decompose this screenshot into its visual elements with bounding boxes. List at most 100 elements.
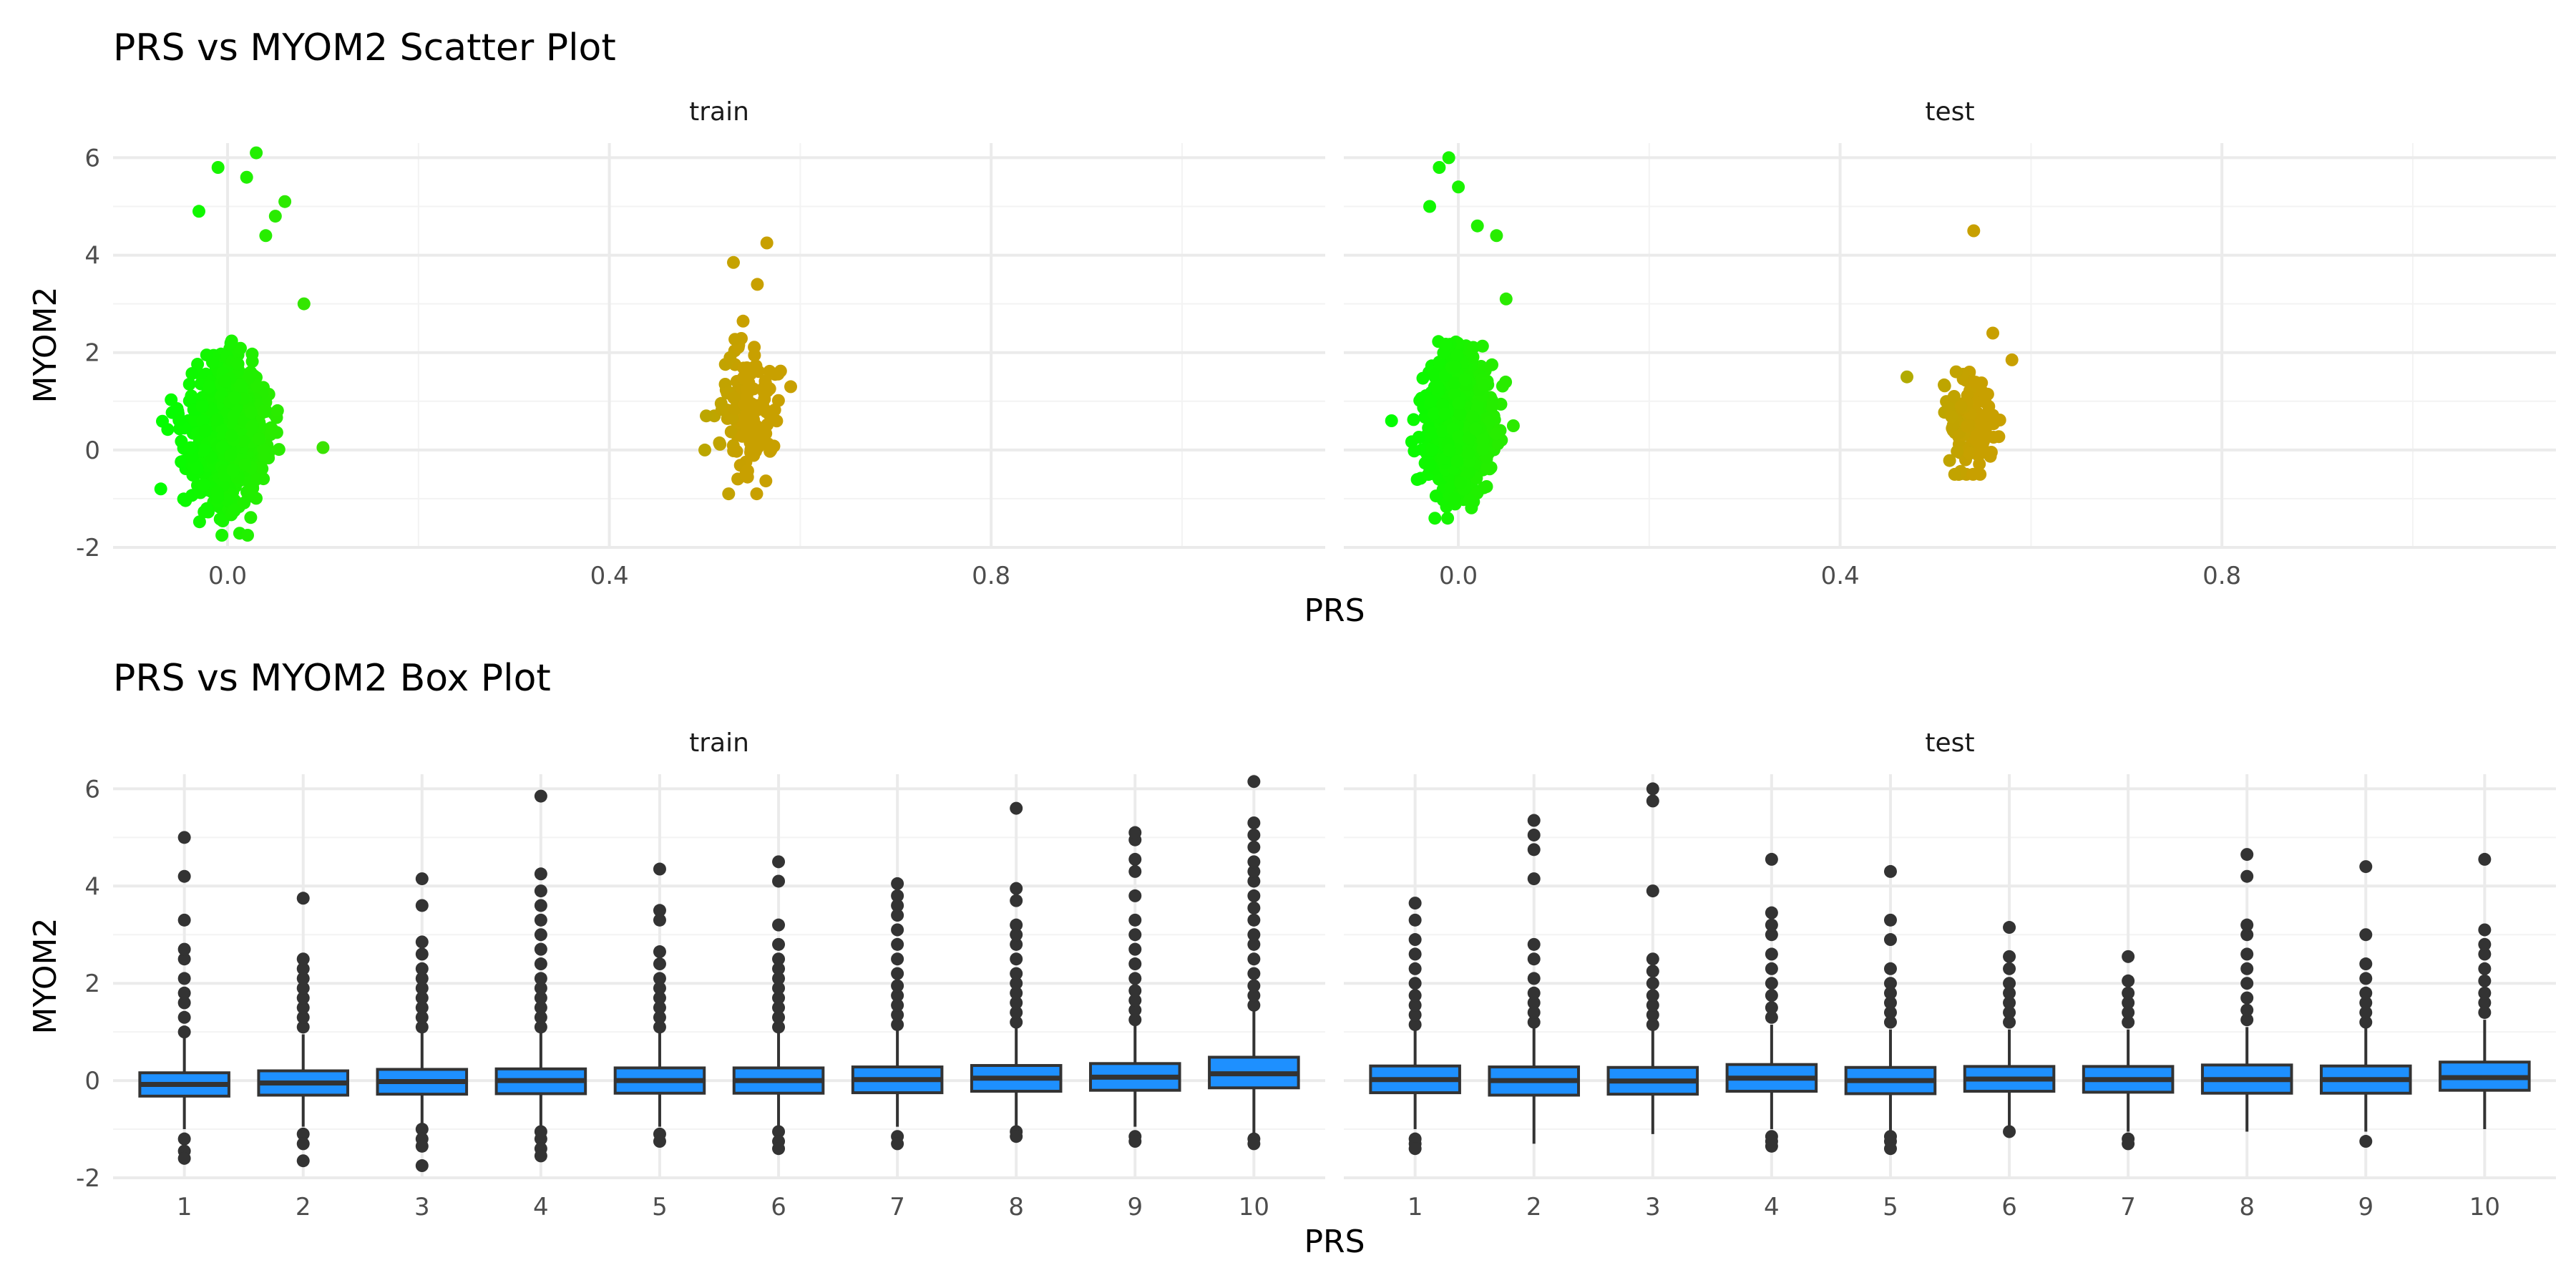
outlier-point <box>772 952 786 966</box>
scatter-point <box>215 529 229 542</box>
scatter-point <box>727 391 741 404</box>
outlier-point <box>772 962 786 975</box>
scatter-point <box>227 409 240 423</box>
outlier-point <box>1646 965 1659 978</box>
box-panel-train: 1 2 3 4 5 6 7 8 9 10 train <box>113 728 1325 1221</box>
outlier-point <box>177 1025 191 1039</box>
outlier-point <box>891 998 904 1012</box>
outlier-point <box>772 1142 786 1156</box>
outlier-point <box>1765 918 1778 932</box>
scatter-point <box>753 399 767 413</box>
scatter-point <box>763 364 776 378</box>
scatter-point <box>228 391 241 404</box>
outlier-point <box>1010 894 1023 907</box>
scatter-point <box>1416 371 1430 385</box>
scatter-point <box>1992 430 2006 444</box>
scatter-point <box>234 341 247 355</box>
outlier-point <box>2240 1013 2254 1027</box>
outlier-point <box>772 991 786 1005</box>
scatter-point <box>184 441 197 454</box>
outlier-point <box>1408 947 1422 961</box>
outlier-point <box>1408 1008 1422 1022</box>
scatter-x-axis-label: PRS <box>1304 592 1365 629</box>
scatter-point <box>2005 353 2019 366</box>
box-test-boxes <box>1369 782 2531 1156</box>
scatter-test-gridlines <box>1344 143 2556 549</box>
outlier-point <box>2359 928 2373 942</box>
outlier-point <box>1527 986 1541 1000</box>
scatter-point <box>1948 467 1961 481</box>
outlier-point <box>1765 1001 1778 1015</box>
outlier-point <box>2003 977 2016 990</box>
scatter-point <box>268 210 282 223</box>
scatter-point <box>1407 413 1420 426</box>
scatter-point <box>1458 373 1472 386</box>
box-train-x-ticks: 1 2 3 4 5 6 7 8 9 10 <box>177 1193 1269 1221</box>
scatter-strip-test: test <box>1925 97 1974 127</box>
scatter-point <box>240 170 253 184</box>
x-tick-label: 10 <box>2469 1193 2500 1221</box>
outlier-point <box>1247 901 1261 914</box>
outlier-point <box>1247 889 1261 902</box>
outlier-point <box>1128 913 1142 927</box>
outlier-point <box>534 957 547 971</box>
outlier-point <box>296 1154 310 1168</box>
outlier-point <box>1128 864 1142 878</box>
outlier-point <box>891 989 904 1002</box>
scatter-point <box>216 514 230 527</box>
box-10 <box>1208 775 1300 1151</box>
outlier-point <box>1527 972 1541 985</box>
scatter-train-gridlines <box>113 143 1325 549</box>
outlier-point <box>1408 962 1422 975</box>
scatter-train-x-ticks: 0.0 0.4 0.8 <box>208 562 1010 590</box>
scatter-point <box>197 444 210 457</box>
scatter-point <box>747 413 761 426</box>
outlier-point <box>177 986 191 1000</box>
outlier-point <box>1408 913 1422 927</box>
x-tick-label: 8 <box>2239 1193 2255 1221</box>
scatter-point <box>1480 480 1493 493</box>
outlier-point <box>2003 950 2016 963</box>
outlier-point <box>2122 1137 2135 1151</box>
outlier-point <box>1247 840 1261 854</box>
outlier-point <box>1883 962 1897 975</box>
scatter-point <box>1452 180 1465 194</box>
outlier-point <box>534 991 547 1005</box>
outlier-point <box>1247 979 1261 992</box>
outlier-point <box>1527 952 1541 966</box>
scatter-point <box>1490 427 1503 441</box>
scatter-point <box>1410 473 1424 487</box>
outlier-point <box>1883 933 1897 947</box>
outlier-point <box>177 831 191 844</box>
outlier-point <box>891 889 904 902</box>
x-tick-label: 2 <box>1526 1193 1542 1221</box>
scatter-point <box>1423 200 1436 213</box>
scatter-point <box>1480 462 1494 474</box>
scatter-point <box>1450 454 1464 468</box>
scatter-point <box>1425 394 1438 408</box>
scatter-point <box>1986 326 1999 340</box>
scatter-point <box>1425 426 1439 440</box>
outlier-point <box>1765 852 1778 866</box>
box-6 <box>732 855 825 1156</box>
scatter-point <box>761 437 775 451</box>
scatter-point <box>698 443 711 457</box>
scatter-point <box>728 333 742 346</box>
outlier-point <box>1646 1008 1659 1022</box>
scatter-point <box>1476 442 1490 456</box>
scatter-point <box>1454 476 1467 489</box>
scatter-point <box>195 400 209 414</box>
scatter-point <box>1491 437 1505 451</box>
scatter-point <box>1452 429 1465 443</box>
scatter-point <box>1981 387 1994 401</box>
outlier-point <box>1527 843 1541 857</box>
outlier-point <box>415 1010 429 1024</box>
outlier-point <box>534 1149 547 1163</box>
scatter-point <box>238 458 252 472</box>
scatter-point <box>245 419 259 433</box>
y-tick-label: 4 <box>84 242 100 270</box>
scatter-point <box>1431 381 1444 394</box>
scatter-point <box>210 486 224 499</box>
outlier-point <box>1765 977 1778 990</box>
outlier-point <box>534 1001 547 1015</box>
